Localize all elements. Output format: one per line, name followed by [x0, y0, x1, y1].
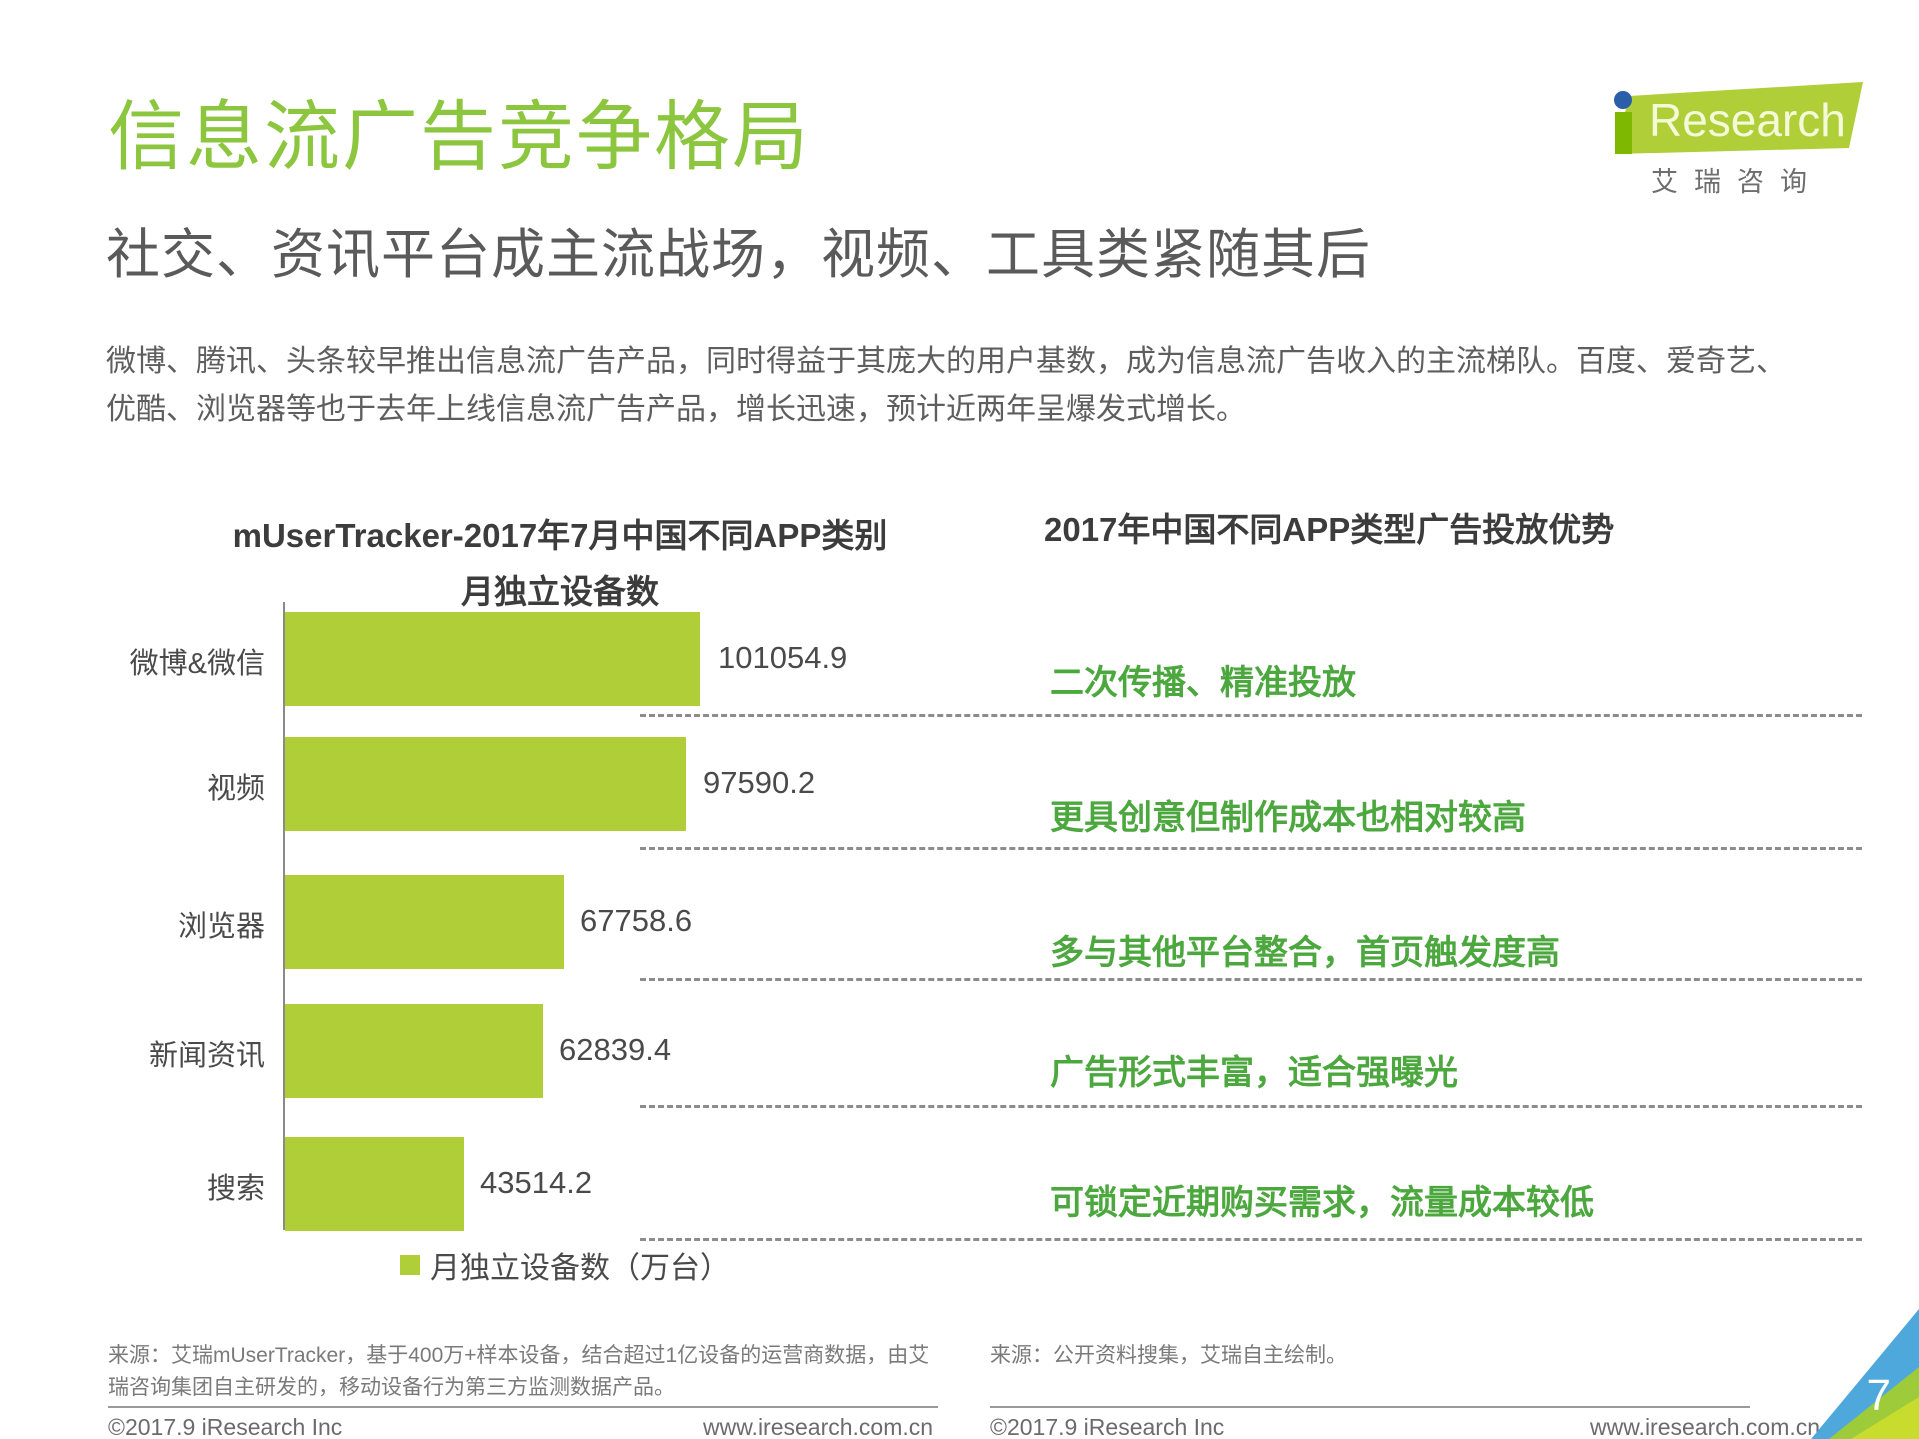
bar-value-1: 97590.2: [703, 765, 816, 800]
bar-category-label: 微博&微信: [129, 648, 265, 680]
logo-chinese-text: 艾瑞咨询: [1651, 167, 1823, 197]
copyright-left: ©2017.9 iResearch Inc: [108, 1414, 343, 1439]
advantage-item-0: 二次传播、精准投放: [1050, 664, 1356, 702]
bar-value-3: 62839.4: [559, 1032, 672, 1067]
chart-title: mUserTracker-2017年7月中国不同APP类别 月独立设备数: [140, 508, 980, 620]
lede-paragraph: 微博、腾讯、头条较早推出信息流广告产品，同时得益于其庞大的用户基数，成为信息流广…: [106, 345, 1786, 426]
bar-value-0: 101054.9: [718, 640, 848, 675]
bar-row: 搜索 43514.2: [0, 1125, 1000, 1243]
bar-category-label: 新闻资讯: [148, 1040, 265, 1072]
divider-2: [640, 978, 1862, 981]
chart-title-line1: mUserTracker-2017年7月中国不同APP类别: [232, 517, 888, 554]
divider-1: [640, 847, 1862, 850]
bar-category-label: 浏览器: [177, 911, 265, 943]
corner-decoration-icon: [1811, 1309, 1919, 1439]
bar-2: [285, 875, 564, 969]
chart-axis: [283, 602, 285, 1230]
advantages-title: 2017年中国不同APP类型广告投放优势: [1044, 511, 1615, 548]
page-title: 信息流广告竞争格局: [108, 95, 810, 180]
bar-value-2: 67758.6: [580, 903, 693, 938]
footer-rule-left: [108, 1406, 938, 1408]
divider-4: [640, 1238, 1862, 1241]
source-note-left: 来源：艾瑞mUserTracker，基于400万+样本设备，结合超过1亿设备的运…: [108, 1344, 930, 1399]
source-note-right: 来源：公开资料搜集，艾瑞自主绘制。: [990, 1344, 1347, 1367]
advantage-item-1: 更具创意但制作成本也相对较高: [1050, 799, 1526, 837]
divider-0: [640, 714, 1862, 717]
bar-category-label: 视频: [206, 773, 265, 805]
legend-label: 月独立设备数（万台）: [430, 1252, 730, 1285]
advantage-item-3: 广告形式丰富，适合强曝光: [1050, 1054, 1458, 1092]
logo-mark-icon: Research: [1614, 82, 1863, 154]
bar-row: 微博&微信 101054.9: [0, 600, 1000, 718]
page-subtitle: 社交、资讯平台成主流战场，视频、工具类紧随其后: [106, 225, 1371, 285]
bar-row: 视频 97590.2: [0, 725, 1000, 843]
bar-row: 新闻资讯 62839.4: [0, 992, 1000, 1110]
bar-4: [285, 1137, 464, 1231]
svg-text:Research: Research: [1649, 94, 1846, 146]
copyright-right: ©2017.9 iResearch Inc: [990, 1414, 1225, 1439]
chart-legend: 月独立设备数（万台）: [285, 1243, 845, 1287]
legend-swatch-icon: [400, 1255, 420, 1275]
advantage-item-2: 多与其他平台整合，首页触发度高: [1050, 934, 1560, 972]
bar-category-label: 搜索: [206, 1173, 265, 1205]
page-number: 7: [1866, 1371, 1891, 1420]
bar-chart: 微博&微信 101054.9 视频 97590.2 浏览器 67758.6 新闻…: [0, 600, 1000, 1240]
bar-row: 浏览器 67758.6: [0, 863, 1000, 981]
url-left[interactable]: www.iresearch.com.cn: [703, 1414, 934, 1439]
bar-value-4: 43514.2: [480, 1165, 593, 1200]
iresearch-logo: Research 艾瑞咨询: [1601, 78, 1871, 198]
bar-0: [285, 612, 700, 706]
advantage-item-4: 可锁定近期购买需求，流量成本较低: [1050, 1184, 1594, 1222]
url-right[interactable]: www.iresearch.com.cn: [1590, 1414, 1821, 1439]
divider-3: [640, 1105, 1862, 1108]
bar-1: [285, 737, 686, 831]
chart-title-line2: 月独立设备数: [461, 573, 659, 610]
bar-3: [285, 1004, 543, 1098]
footer-rule-right: [990, 1406, 1750, 1408]
